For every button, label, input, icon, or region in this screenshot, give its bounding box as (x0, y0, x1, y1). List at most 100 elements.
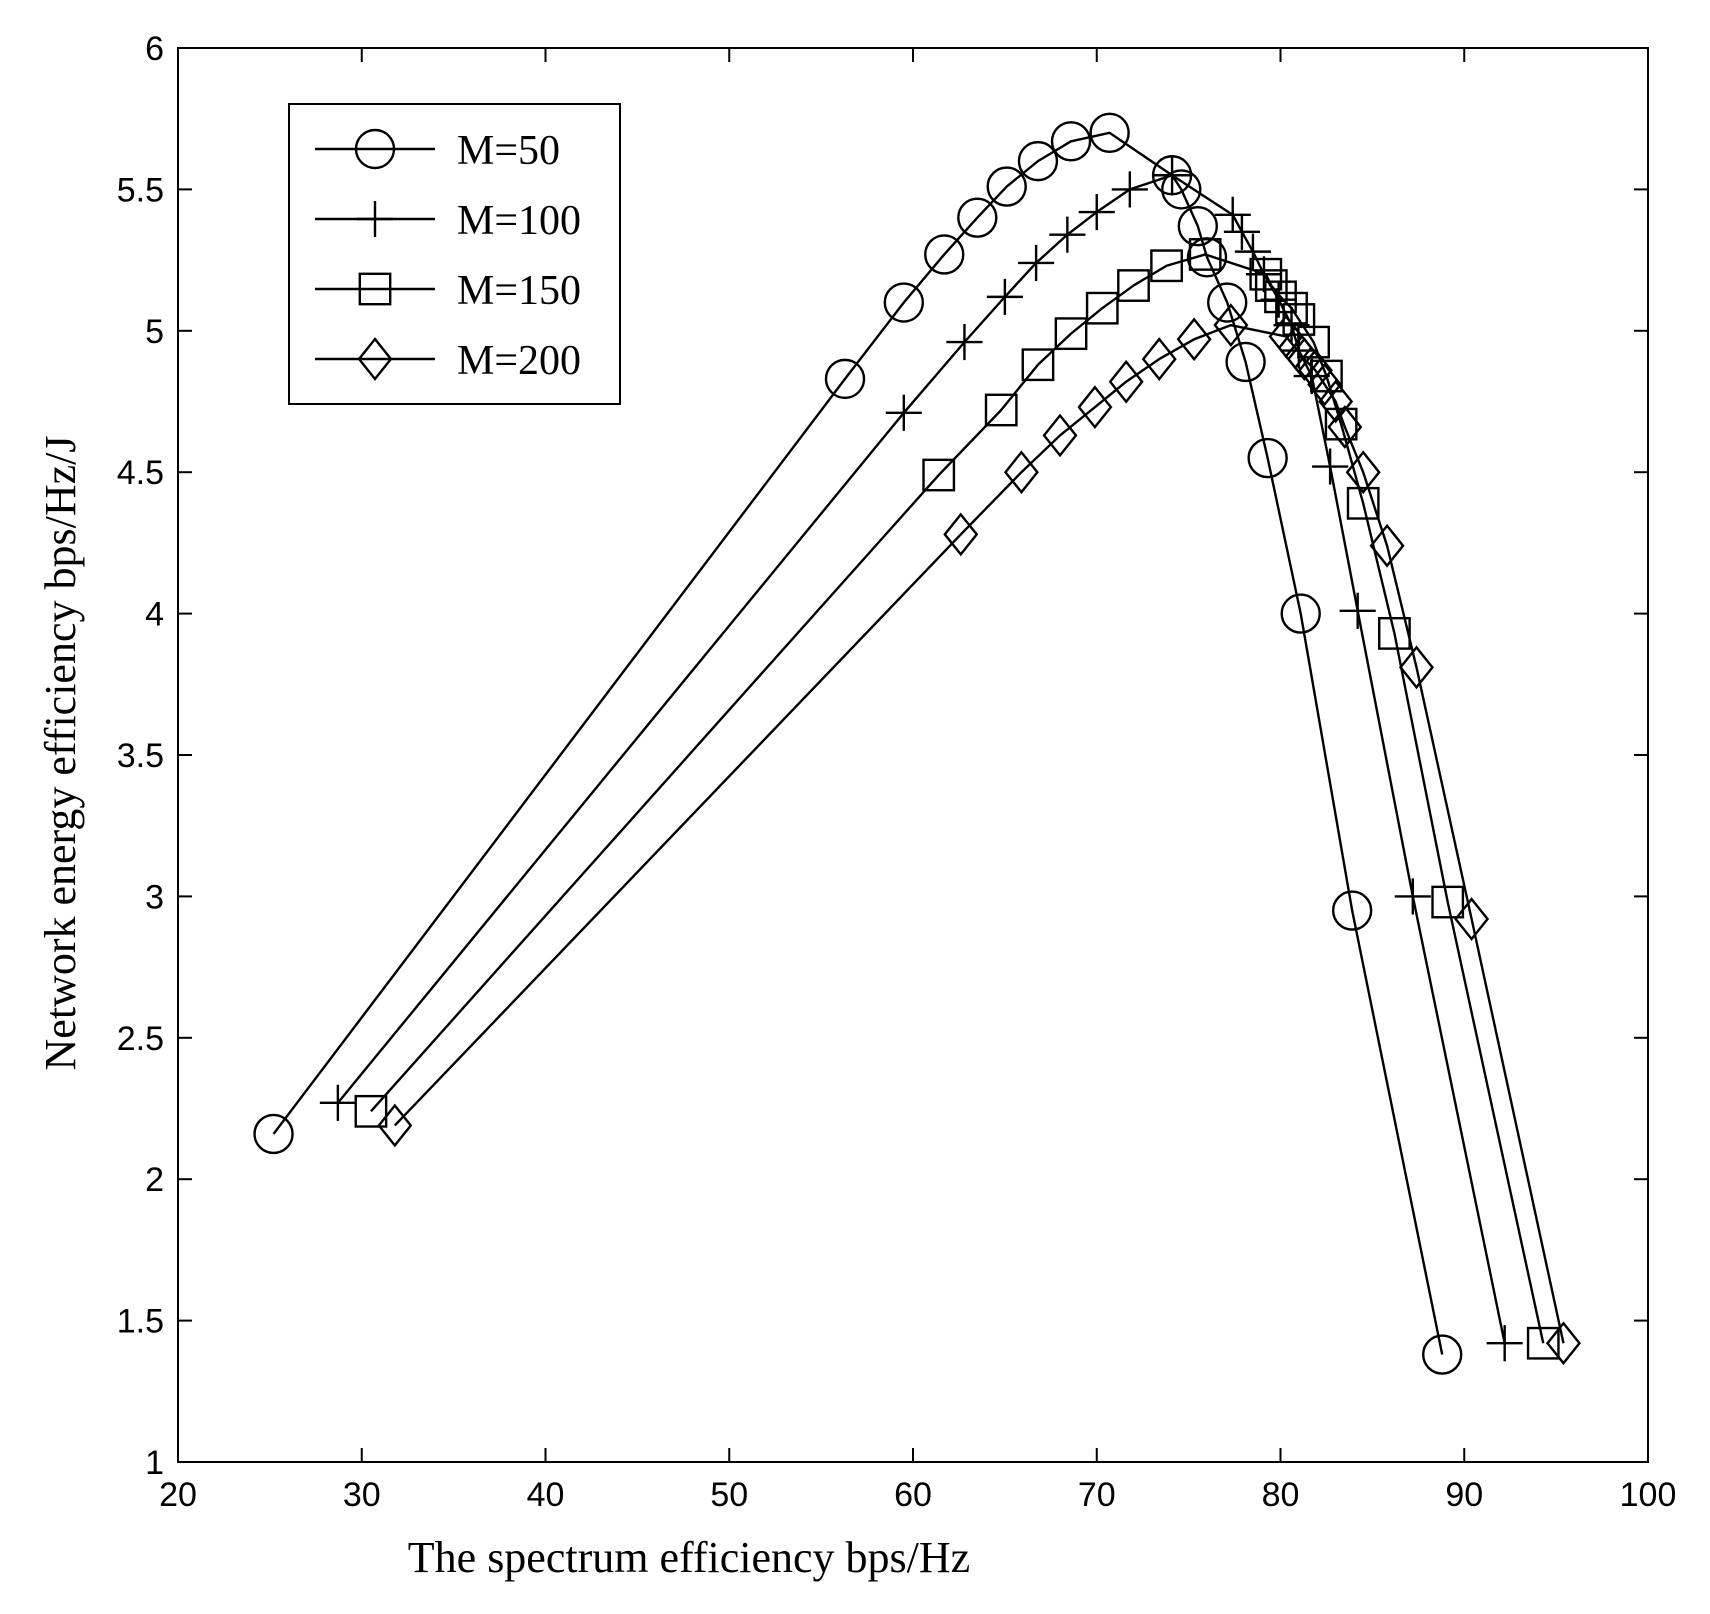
y-tick-label: 5 (145, 313, 164, 351)
series-layer (253, 112, 1581, 1375)
y-tick-label: 6 (145, 30, 164, 68)
data-point-diamond (1318, 379, 1354, 424)
data-point-square (984, 393, 1018, 427)
series-line (393, 323, 1565, 1344)
data-point-square (1346, 486, 1380, 520)
data-point-plus (946, 324, 983, 361)
legend-marker-plus (356, 200, 394, 238)
data-point-diamond (1369, 523, 1405, 568)
data-point-diamond (1077, 385, 1113, 430)
y-tick-label: 2.5 (117, 1020, 164, 1058)
data-point-square (1188, 238, 1222, 271)
x-tick-label: 80 (1262, 1476, 1300, 1514)
data-point-square (1264, 280, 1297, 314)
data-point-plus (1078, 193, 1115, 231)
y-tick-label: 5.5 (117, 171, 164, 209)
legend-label: M=50 (457, 128, 560, 174)
x-tick-label: 20 (159, 1476, 197, 1514)
x-tick-label: 40 (527, 1476, 565, 1514)
y-tick-label: 1 (145, 1444, 164, 1482)
legend-marker-circle (354, 128, 396, 170)
data-point-diamond (377, 1103, 413, 1148)
data-point-plus (1154, 157, 1191, 194)
data-point-diamond (1307, 362, 1343, 407)
data-point-circle (1207, 282, 1248, 323)
data-point-circle (1151, 155, 1193, 196)
data-point-square (1526, 1326, 1560, 1360)
data-point-plus (885, 394, 922, 431)
legend-marker-diamond (357, 337, 393, 381)
data-point-circle (1050, 121, 1092, 162)
x-tick-label: 70 (1078, 1476, 1116, 1514)
data-point-square (1117, 269, 1150, 302)
data-point-circle (1280, 593, 1321, 634)
data-point-plus (1234, 233, 1271, 270)
data-point-square (1324, 407, 1358, 441)
data-point-square (1431, 885, 1465, 919)
y-tick-label: 4.5 (117, 454, 164, 492)
axes-layer: 20 30 40 50 60 70 80 90 100 1 1.5 2 2.5 3 3.5 4 4.5 5 5.5 6 (117, 30, 1677, 1514)
data-point-plus (1312, 448, 1349, 485)
data-point-square (922, 458, 956, 492)
data-point-circle (253, 1113, 294, 1155)
data-point-plus (1486, 1325, 1523, 1362)
legend-item: M=50 (315, 128, 560, 174)
data-point-diamond (1297, 348, 1333, 393)
data-point-diamond (1454, 897, 1490, 941)
data-point-circle (1247, 437, 1288, 479)
data-point-circle (883, 282, 925, 323)
data-point-circle (986, 166, 1027, 207)
y-tick-label: 3.5 (117, 737, 164, 775)
data-point-plus (1339, 592, 1376, 629)
data-point-plus (1223, 213, 1260, 250)
data-point-square (354, 1094, 388, 1128)
x-tick-label: 90 (1445, 1476, 1483, 1514)
x-tick-label: 30 (343, 1476, 381, 1514)
data-point-plus (986, 278, 1023, 315)
data-point-plus (1049, 216, 1086, 253)
y-tick-label: 4 (145, 596, 164, 634)
data-point-square (1150, 249, 1183, 283)
data-point-circle (1089, 112, 1130, 154)
data-point-square (1378, 616, 1411, 650)
data-point-diamond (1003, 450, 1039, 495)
x-tick-label: 50 (710, 1476, 748, 1514)
data-point-plus (1214, 196, 1251, 233)
data-point-diamond (1545, 1321, 1581, 1366)
data-point-diamond (943, 512, 979, 557)
x-tick-label: 100 (1620, 1476, 1677, 1514)
data-point-circle (957, 197, 998, 238)
data-point-circle (1421, 1334, 1463, 1375)
data-point-square (1054, 317, 1088, 351)
data-point-square (1085, 291, 1119, 325)
x-axis-title: The spectrum efficiency bps/Hz (408, 1533, 970, 1582)
data-point-diamond (1042, 413, 1078, 458)
data-point-plus (1394, 878, 1431, 915)
legend-marker-square (358, 272, 392, 306)
data-point-circle (1177, 205, 1219, 247)
legend-item: M=200 (315, 337, 581, 384)
data-point-circle (1017, 140, 1059, 182)
data-point-diamond (1327, 405, 1363, 449)
data-point-diamond (1213, 303, 1249, 348)
series-m-100 (319, 157, 1523, 1362)
data-point-plus (1111, 171, 1148, 208)
data-point-circle (1161, 169, 1202, 210)
data-point-circle (1331, 890, 1373, 931)
y-tick-label: 1.5 (117, 1303, 164, 1341)
y-axis-title: Network energy efficiency bps/Hz/J (36, 436, 85, 1071)
data-point-diamond (1398, 645, 1434, 690)
legend-item: M=150 (315, 268, 581, 314)
data-point-diamond (1345, 450, 1381, 495)
data-point-square (1254, 269, 1288, 302)
legend-box (288, 103, 621, 405)
data-point-circle (924, 234, 965, 275)
data-point-diamond (1141, 337, 1177, 381)
series-line (370, 253, 1545, 1344)
data-point-plus (1018, 244, 1055, 281)
data-point-square (1021, 348, 1055, 382)
data-point-circle (824, 358, 866, 400)
y-tick-label: 2 (145, 1161, 164, 1199)
legend-item: M=100 (315, 198, 581, 244)
